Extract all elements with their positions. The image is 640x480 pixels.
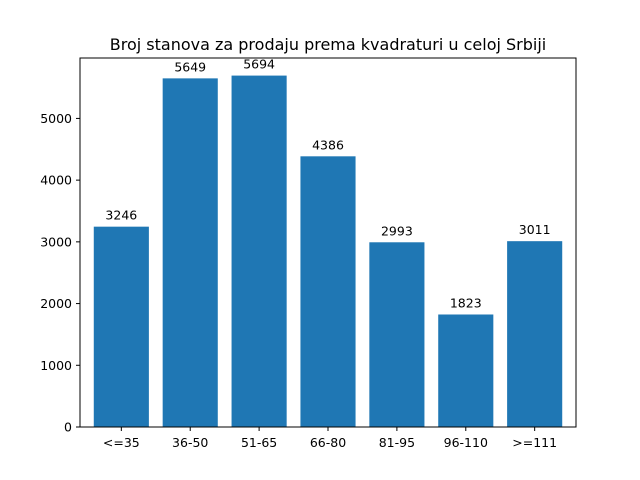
chart-title: Broj stanova za prodaju prema kvadraturi… <box>110 35 546 54</box>
data-label: 2993 <box>381 223 413 238</box>
bar-36-50 <box>162 78 218 428</box>
data-label: 5694 <box>243 57 275 72</box>
x-tick-label: 36-50 <box>172 435 208 450</box>
data-label: 5649 <box>174 59 206 74</box>
x-tick-label: 66-80 <box>310 435 346 450</box>
data-labels-group: 3246 5649 5694 4386 2993 1823 3011 <box>105 57 550 311</box>
bar-66-80 <box>300 156 356 427</box>
bar-96-110 <box>438 314 494 427</box>
bar-81-95 <box>369 242 425 427</box>
y-tick-label: 2000 <box>40 296 72 311</box>
x-tick-label: >=111 <box>512 435 557 450</box>
plot-frame <box>79 57 577 428</box>
x-tick-label: <=35 <box>103 435 140 450</box>
data-label: 4386 <box>312 137 344 152</box>
y-axis: 0 1000 2000 3000 4000 5000 <box>40 111 80 435</box>
y-tick-label: 4000 <box>40 173 72 188</box>
x-axis: <=35 36-50 51-65 66-80 81-95 96-110 >=111 <box>103 427 557 450</box>
y-tick-label: 3000 <box>40 234 72 249</box>
bar->=111 <box>507 241 563 427</box>
data-label: 3246 <box>105 208 137 223</box>
data-label: 3011 <box>519 222 551 237</box>
bar-<=35 <box>93 226 149 427</box>
x-tick-label: 81-95 <box>379 435 415 450</box>
y-tick-label: 1000 <box>40 358 72 373</box>
bar-51-65 <box>231 75 287 428</box>
x-tick-label: 96-110 <box>444 435 488 450</box>
x-tick-label: 51-65 <box>241 435 277 450</box>
y-tick-label: 5000 <box>40 111 72 126</box>
bars-group <box>93 75 563 428</box>
data-label: 1823 <box>450 295 482 310</box>
y-tick-label: 0 <box>64 420 72 435</box>
